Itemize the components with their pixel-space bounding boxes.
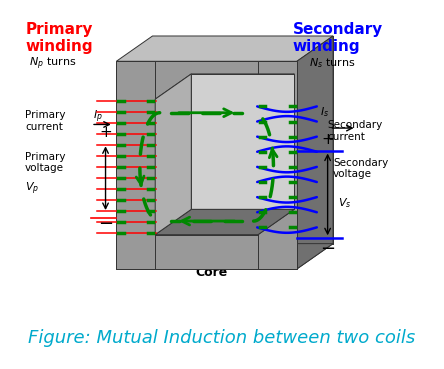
Polygon shape <box>116 244 333 269</box>
Text: Primary
winding: Primary winding <box>25 23 93 54</box>
Text: Primary
voltage: Primary voltage <box>25 152 66 173</box>
Polygon shape <box>152 209 333 244</box>
Text: Primary
current: Primary current <box>25 110 66 132</box>
Text: Secondary
voltage: Secondary voltage <box>333 158 388 179</box>
Text: $V_s$: $V_s$ <box>338 197 352 210</box>
Text: Secondary
current: Secondary current <box>328 120 383 142</box>
Text: Secondary
winding: Secondary winding <box>293 23 383 54</box>
Polygon shape <box>258 74 294 235</box>
Polygon shape <box>116 36 333 61</box>
Text: −: − <box>320 240 335 258</box>
Text: Transformer
Core: Transformer Core <box>168 251 254 279</box>
Polygon shape <box>152 36 191 244</box>
Text: −: − <box>98 215 113 233</box>
Polygon shape <box>116 235 297 269</box>
Text: $I_s$: $I_s$ <box>321 106 329 119</box>
Text: Magnetic
Flux, Φ: Magnetic Flux, Φ <box>188 75 253 103</box>
Polygon shape <box>297 36 333 269</box>
Text: +: + <box>99 125 112 140</box>
Polygon shape <box>116 61 297 99</box>
Text: +: + <box>321 132 334 147</box>
Text: $I_p$: $I_p$ <box>93 108 103 125</box>
Polygon shape <box>155 74 294 99</box>
Text: Figure: Mutual Induction between two coils: Figure: Mutual Induction between two coi… <box>28 330 416 347</box>
Polygon shape <box>155 74 191 235</box>
Text: $V_p$: $V_p$ <box>25 180 40 197</box>
Polygon shape <box>152 36 333 74</box>
Polygon shape <box>191 74 294 209</box>
Text: $N_p$ turns: $N_p$ turns <box>29 56 76 72</box>
Polygon shape <box>155 209 294 235</box>
Text: $N_s$ turns: $N_s$ turns <box>309 56 355 70</box>
Polygon shape <box>116 61 155 269</box>
Polygon shape <box>258 61 297 269</box>
Polygon shape <box>294 36 333 244</box>
